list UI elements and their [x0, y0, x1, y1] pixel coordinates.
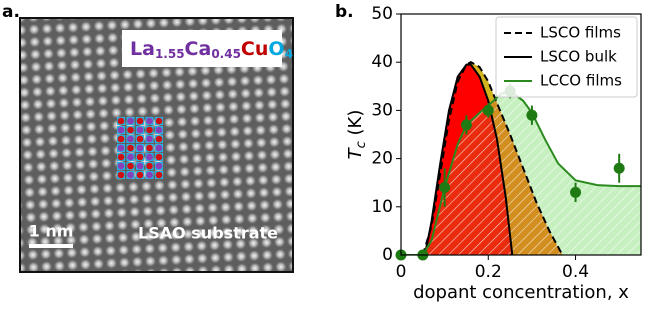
- formula-part: La: [130, 38, 155, 60]
- formula-part: 1.55: [155, 47, 185, 61]
- point: [570, 186, 582, 198]
- scale-label: 1 nm: [29, 222, 74, 241]
- legend-box: [495, 16, 638, 98]
- y-tick-label: 10: [371, 197, 393, 217]
- formula-box: [122, 30, 282, 67]
- x-tick-label: 0.4: [562, 262, 589, 282]
- y-tick-label: 50: [371, 4, 393, 24]
- substrate-label: LSAO substrate: [138, 224, 278, 243]
- y-tick-label: 20: [371, 149, 393, 169]
- legend-label: LCCO films: [540, 72, 622, 90]
- y-label-unit: (K): [345, 110, 366, 142]
- formula-part: Cu: [241, 38, 268, 60]
- y-label-main: T: [345, 146, 366, 159]
- legend-label: LSCO films: [540, 24, 621, 42]
- formula-part: Ca: [185, 38, 212, 60]
- point: [439, 182, 451, 194]
- y-tick-label: 30: [371, 100, 393, 120]
- areas: [401, 62, 641, 255]
- panel-label: a.: [2, 2, 20, 22]
- point: [526, 109, 538, 121]
- formula-part: 0.45: [211, 47, 241, 61]
- line: [424, 63, 514, 255]
- y-tick-label: 0: [382, 245, 393, 265]
- x-tick-label: 0: [396, 262, 407, 282]
- formula-part: O: [268, 38, 284, 60]
- x-axis-label: dopant concentration, x: [413, 282, 629, 303]
- legend-label: LSCO bulk: [540, 48, 617, 66]
- y-label-sub: c: [354, 141, 369, 148]
- panel-label: b.: [335, 2, 354, 22]
- line: [421, 61, 564, 255]
- x-tick-label: 0.2: [475, 262, 502, 282]
- y-axis-label: Tc (K): [345, 110, 369, 160]
- point: [482, 104, 494, 116]
- formula: La1.55Ca0.45CuO4: [130, 38, 293, 61]
- area-hatch: [401, 91, 641, 255]
- y-tick-label: 40: [371, 52, 393, 72]
- formula-part: 4: [285, 47, 293, 61]
- point: [613, 162, 625, 174]
- plot-frame: [400, 13, 642, 256]
- point: [460, 119, 472, 131]
- crystal-schematic: [117, 117, 163, 179]
